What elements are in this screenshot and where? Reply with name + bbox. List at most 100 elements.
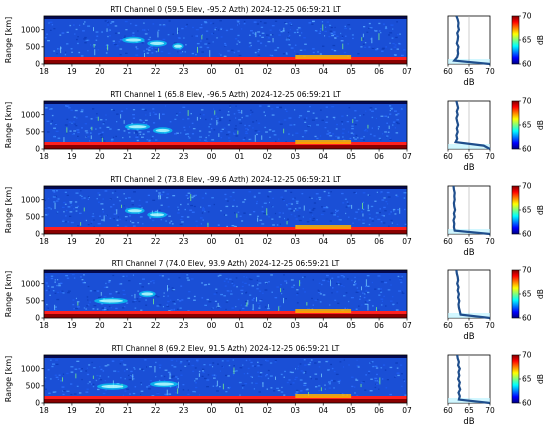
noise-speck [286,282,288,284]
noise-speck [255,382,258,384]
noise-speck [47,307,49,309]
noise-speck [253,21,257,23]
noise-speck [61,32,65,34]
noise-speck [131,222,135,224]
noise-speck [283,199,285,202]
noise-speck [181,299,184,301]
noise-speck [237,211,240,213]
noise-speck [353,386,356,388]
noise-speck [321,119,324,121]
noise-speck [235,117,237,119]
noise-speck [76,38,78,41]
noise-speck [225,198,228,200]
noise-speck [343,51,347,54]
heatmap-top-band [44,186,407,189]
colorbar-tick-label: 60 [522,399,532,408]
noise-speck [119,363,122,365]
noise-speck [296,209,299,211]
noise-speck [338,219,340,221]
noise-speck [160,204,163,206]
noise-speck [256,288,259,290]
noise-speck [288,133,291,135]
noise-speck [263,22,267,24]
noise-speck [344,307,346,309]
noise-speck [337,276,340,278]
noise-speck [135,54,139,56]
noise-speck [296,389,299,392]
noise-speck [128,132,131,134]
noise-speck [184,51,186,53]
noise-speck [190,204,193,207]
noise-speck [366,130,368,132]
noise-speck [231,225,235,227]
noise-speck [135,46,138,48]
noise-speck [182,389,185,391]
noise-speck [147,48,150,50]
noise-speck [119,54,122,56]
noise-speck [280,284,282,286]
noise-speck [392,208,396,211]
noise-speck [177,206,179,208]
noise-speck [271,218,274,220]
noise-speck [64,221,68,223]
profile-x-tick-label: 60 [443,321,453,330]
noise-speck [73,277,76,279]
noise-speck [342,202,345,204]
noise-speck [123,370,126,372]
noise-speck [138,199,141,201]
noise-streak [342,43,344,50]
noise-streak [93,44,95,48]
noise-speck [364,301,367,303]
noise-speck [188,137,191,139]
noise-speck [227,50,230,52]
noise-speck [199,130,202,132]
noise-speck [362,292,364,294]
noise-speck [218,29,220,31]
noise-speck [323,190,326,193]
noise-speck [384,131,387,133]
noise-speck [51,365,54,368]
noise-speck [101,31,103,33]
noise-speck [116,121,118,123]
noise-streak [198,373,200,377]
noise-speck [79,212,82,214]
noise-streak [252,304,254,311]
noise-speck [235,277,238,279]
noise-speck [229,105,232,107]
noise-speck [102,370,105,372]
noise-speck [81,127,83,129]
noise-speck [378,294,381,296]
noise-speck [132,34,135,37]
panel-channel-3: RTI Channel 7 (74.0 Elev, 93.9 Azth) 202… [4,259,545,342]
noise-speck [187,310,190,312]
noise-speck [239,309,241,311]
noise-speck [304,370,307,373]
noise-speck [140,393,142,395]
noise-speck [299,34,301,37]
noise-speck [91,361,93,364]
noise-speck [401,54,404,57]
noise-speck [114,43,117,46]
noise-speck [250,375,252,378]
noise-speck [115,135,117,138]
low-range-band [44,57,407,60]
noise-speck [87,382,89,385]
noise-speck [283,376,285,378]
noise-speck [106,214,108,216]
noise-speck [74,123,76,125]
noise-speck [117,292,120,294]
noise-speck [131,204,134,206]
noise-speck [158,379,161,382]
x-tick-label: 22 [151,321,161,330]
noise-streak [283,27,285,32]
noise-speck [190,113,192,115]
colorbar [511,185,520,235]
noise-speck [269,201,270,204]
noise-speck [126,388,130,390]
x-tick-label: 20 [95,152,105,161]
noise-speck [46,303,48,306]
noise-speck [227,131,231,133]
noise-speck [319,53,322,55]
noise-speck [310,378,312,380]
noise-speck [391,222,393,224]
